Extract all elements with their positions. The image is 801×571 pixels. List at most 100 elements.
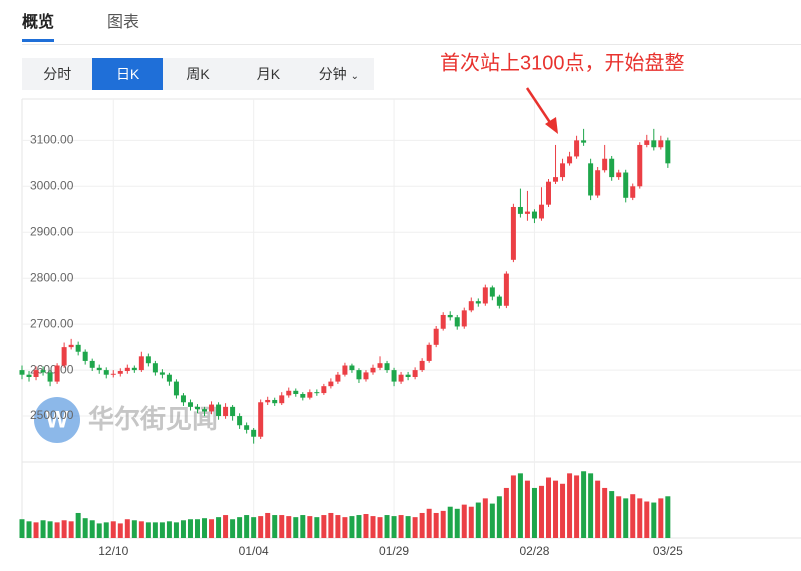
volume-bar — [546, 477, 551, 538]
volume-bar — [209, 519, 215, 538]
volume-bar — [103, 522, 109, 538]
candle-body — [426, 344, 432, 361]
tab[interactable]: 图表 — [107, 14, 140, 31]
x-tick-label: 01/04 — [239, 544, 269, 558]
candle-body — [433, 328, 439, 345]
volume-bar — [202, 518, 208, 538]
volume-bar — [166, 521, 172, 538]
volume-bar — [265, 512, 271, 538]
volume-bar — [384, 515, 390, 538]
volume-bar — [538, 485, 544, 538]
y-tick-label: 2500.00 — [30, 408, 74, 422]
candle-body — [567, 156, 573, 164]
candle-body — [286, 390, 292, 396]
volume-bar — [503, 487, 509, 538]
candle-body — [356, 370, 362, 380]
candle-body — [503, 273, 509, 306]
volume-bar — [195, 519, 200, 538]
volume-bar — [258, 516, 264, 538]
volume-bar — [349, 516, 355, 538]
volume-bar — [574, 475, 580, 538]
candle-body — [173, 381, 179, 396]
candle-body — [574, 140, 580, 157]
candle-body — [159, 372, 165, 375]
candle-body — [489, 287, 495, 297]
candle-body — [89, 360, 95, 368]
candle-body — [223, 406, 229, 417]
candle-body — [531, 211, 537, 219]
volume-bar — [517, 473, 523, 538]
volume-bar — [54, 522, 60, 538]
candle-body — [546, 181, 551, 205]
candle-body — [461, 310, 467, 327]
volume-bar — [173, 522, 179, 538]
candle-body — [230, 406, 236, 417]
volume-bar — [412, 517, 418, 538]
candle-body — [370, 367, 376, 373]
volume-bar — [244, 515, 250, 538]
period-button[interactable]: 分时 — [43, 66, 72, 82]
candle-body — [216, 404, 222, 417]
candle-body — [595, 170, 601, 196]
period-button[interactable]: 日K — [92, 58, 163, 90]
volume-bar — [581, 471, 587, 538]
candle-body — [124, 367, 130, 372]
candle-body — [145, 356, 151, 364]
candle-body — [152, 363, 158, 373]
candle-body — [342, 365, 348, 375]
candle-body — [279, 395, 285, 404]
period-button[interactable]: 周K — [186, 66, 210, 82]
volume-bar — [138, 521, 144, 538]
volume-bar — [33, 522, 39, 538]
candle-body — [609, 158, 615, 178]
candle-body — [328, 381, 334, 387]
volume-bar — [75, 512, 81, 538]
volume-bar — [230, 519, 236, 538]
volume-bar — [391, 516, 397, 538]
candle-body — [110, 373, 116, 375]
candle-body — [138, 356, 144, 371]
candle-body — [454, 317, 460, 327]
candle-body — [384, 363, 390, 371]
candle-body — [630, 186, 636, 198]
candle-body — [602, 158, 608, 171]
y-tick-label: 2800.00 — [30, 270, 74, 284]
y-tick-label: 2700.00 — [30, 316, 74, 330]
candle-body — [68, 344, 74, 348]
volume-bar — [419, 512, 425, 538]
volume-bar — [433, 512, 439, 538]
volume-bar — [623, 498, 629, 538]
candle-body — [237, 416, 243, 426]
volume-bar — [293, 517, 299, 538]
volume-bar — [531, 487, 537, 538]
tab[interactable]: 概览 — [22, 8, 55, 42]
candle-body — [96, 367, 102, 371]
candle-body — [314, 392, 320, 394]
volume-bar — [475, 502, 481, 538]
volume-bar — [145, 522, 151, 538]
candle-body — [19, 370, 25, 375]
candle-body — [475, 301, 481, 304]
volume-bar — [405, 516, 411, 538]
volume-bar — [321, 515, 327, 538]
candle-body — [293, 390, 299, 394]
candle-body — [510, 206, 516, 260]
volume-bar — [117, 523, 123, 538]
volume-bar — [588, 473, 594, 538]
candle-body — [61, 347, 67, 366]
volume-bar — [110, 521, 116, 538]
volume-bar — [454, 508, 460, 538]
period-button[interactable]: 分钟 ⌄ — [318, 66, 359, 82]
candle-body — [391, 370, 397, 382]
volume-bar — [152, 522, 158, 538]
candle-body — [623, 172, 629, 198]
candle-body — [553, 177, 559, 182]
volume-bar — [651, 502, 657, 538]
volume-bar — [482, 498, 488, 538]
volume-bar — [658, 498, 664, 538]
y-tick-label: 2900.00 — [30, 224, 74, 238]
volume-bar — [665, 496, 671, 538]
period-button[interactable]: 月K — [256, 66, 281, 82]
volume-bar — [363, 514, 369, 538]
